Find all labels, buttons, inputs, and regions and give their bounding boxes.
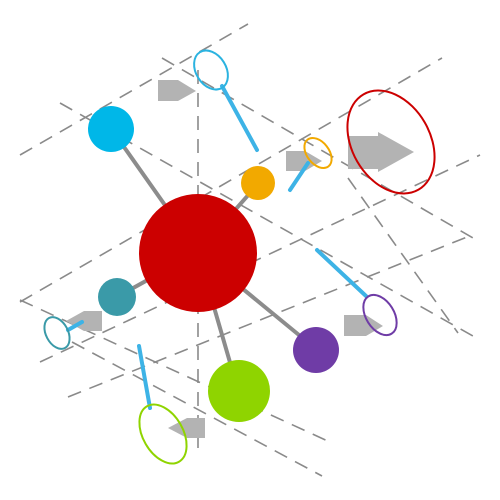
pin-line bbox=[220, 84, 259, 152]
grid-line bbox=[59, 102, 481, 341]
pin-line bbox=[315, 248, 368, 298]
green-ring-icon bbox=[138, 403, 188, 465]
grey-arrow-icon bbox=[158, 80, 196, 101]
grid-line bbox=[71, 341, 323, 477]
teal-ring-icon bbox=[43, 316, 71, 350]
grey-arrow-icon bbox=[286, 151, 322, 171]
pin-line bbox=[288, 161, 310, 192]
rings bbox=[43, 49, 436, 465]
green-node bbox=[208, 360, 270, 422]
grid-line bbox=[19, 57, 443, 303]
grid-line bbox=[67, 234, 473, 398]
orange-node bbox=[241, 166, 275, 200]
nodes bbox=[88, 106, 339, 422]
grid-line bbox=[161, 57, 481, 243]
blue-node bbox=[88, 106, 134, 152]
purple-node bbox=[293, 327, 339, 373]
purple-ring-icon bbox=[362, 293, 398, 337]
grid-line bbox=[19, 23, 249, 156]
hub-node bbox=[139, 194, 257, 312]
grid-line bbox=[39, 154, 481, 363]
teal-node bbox=[98, 278, 136, 316]
grid-line bbox=[347, 177, 459, 334]
red-ring-icon bbox=[346, 89, 436, 195]
grey-arrow-icon bbox=[348, 132, 414, 172]
pin-line bbox=[137, 344, 152, 410]
grey-arrow-icon bbox=[344, 315, 383, 336]
orange-ring-icon bbox=[303, 136, 333, 170]
pin-line bbox=[66, 320, 84, 332]
grey-arrow-icon bbox=[168, 418, 205, 438]
pins bbox=[66, 84, 368, 410]
blue-ring-icon bbox=[193, 49, 229, 91]
